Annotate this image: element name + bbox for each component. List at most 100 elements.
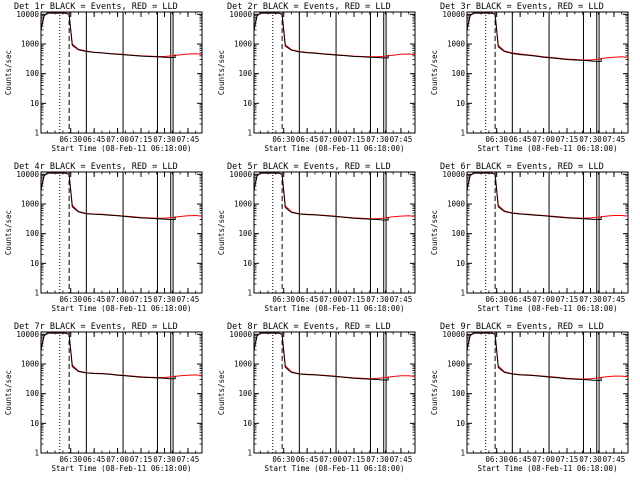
panel-det-5: Det 5r BLACK = Events, RED = LLD 1 10 100 10… <box>213 160 426 320</box>
x-tick-label: 07:30 <box>579 295 602 304</box>
lld-series-line <box>467 332 628 380</box>
y-tick-label: 10000 <box>442 170 465 179</box>
x-tick-label: 07:45 <box>603 135 626 144</box>
y-tick-label: 1 <box>460 449 465 458</box>
events-end-bracket <box>169 54 176 59</box>
count-rate-plot: Det 4r BLACK = Events, RED = LLD 1 10 100 10… <box>4 162 203 313</box>
lld-series-line <box>41 172 202 219</box>
lld-series-line <box>254 12 415 58</box>
count-rate-plot: Det 8r BLACK = Events, RED = LLD 1 10 100 10… <box>217 322 416 473</box>
y-tick-label: 1000 <box>21 200 40 209</box>
x-tick-label: 07:15 <box>130 295 153 304</box>
x-tick-label: 07:00 <box>319 295 342 304</box>
y-tick-label: 10 <box>243 259 253 268</box>
x-tick-label: 07:45 <box>390 455 413 464</box>
lld-series-line <box>254 172 415 220</box>
x-tick-label: 07:00 <box>532 455 555 464</box>
panel-det-3: Det 3r BLACK = Events, RED = LLD 1 10 100 10… <box>426 0 639 160</box>
y-tick-label: 10000 <box>16 10 39 19</box>
lld-series-line <box>41 12 202 57</box>
events-series-line <box>254 172 383 221</box>
x-tick-label: 07:30 <box>579 135 602 144</box>
plot-title: Det 8r BLACK = Events, RED = LLD <box>227 322 391 332</box>
x-tick-label: 06:30 <box>272 295 295 304</box>
count-rate-plot: Det 9r BLACK = Events, RED = LLD 1 10 100 10… <box>430 322 629 473</box>
axes-box <box>466 171 629 294</box>
x-tick-label: 07:30 <box>366 455 389 464</box>
x-tick-label: 06:45 <box>83 455 106 464</box>
count-rate-plot: Det 6r BLACK = Events, RED = LLD 1 10 100 10… <box>430 162 629 313</box>
events-series-line <box>254 12 383 59</box>
plot-title: Det 7r BLACK = Events, RED = LLD <box>14 322 178 332</box>
axes-box <box>253 331 416 454</box>
axes-box <box>466 11 629 134</box>
axes-box <box>253 11 416 134</box>
events-end-bracket <box>595 58 602 62</box>
y-tick-label: 1000 <box>447 40 466 49</box>
x-tick-label: 06:30 <box>272 135 295 144</box>
y-tick-label: 10 <box>30 419 40 428</box>
x-tick-label: 07:15 <box>556 455 579 464</box>
y-tick-label: 100 <box>451 389 465 398</box>
y-tick-label: 100 <box>25 69 39 78</box>
y-tick-label: 1 <box>460 129 465 138</box>
y-tick-label: 1000 <box>447 200 466 209</box>
x-tick-label: 07:45 <box>603 455 626 464</box>
y-tick-label: 100 <box>451 69 465 78</box>
plot-title: Det 4r BLACK = Events, RED = LLD <box>14 162 178 172</box>
x-axis-label: Start Time (08-Feb-11 06:18:00) <box>478 464 618 473</box>
events-end-bracket <box>382 216 389 221</box>
count-rate-plot: Det 7r BLACK = Events, RED = LLD 1 10 100 10… <box>4 322 203 473</box>
x-tick-label: 06:30 <box>59 455 82 464</box>
panel-det-1: Det 1r BLACK = Events, RED = LLD 1 10 100 10… <box>0 0 213 160</box>
y-tick-label: 10 <box>243 419 253 428</box>
panel-det-9: Det 9r BLACK = Events, RED = LLD 1 10 100 10… <box>426 320 639 480</box>
y-axis-label: Counts/sec <box>217 50 226 95</box>
events-series-line <box>254 332 383 381</box>
y-tick-label: 100 <box>238 229 252 238</box>
x-tick-label: 07:15 <box>130 455 153 464</box>
y-tick-label: 100 <box>451 229 465 238</box>
x-tick-label: 07:30 <box>153 455 176 464</box>
x-tick-label: 07:45 <box>177 455 200 464</box>
panel-det-6: Det 6r BLACK = Events, RED = LLD 1 10 100 10… <box>426 160 639 320</box>
x-tick-label: 07:15 <box>343 455 366 464</box>
x-axis-label: Start Time (08-Feb-11 06:18:00) <box>265 304 405 313</box>
y-axis-label: Counts/sec <box>4 370 13 415</box>
y-axis-label: Counts/sec <box>430 50 439 95</box>
x-tick-label: 07:00 <box>532 135 555 144</box>
y-tick-label: 10000 <box>16 330 39 339</box>
x-tick-label: 06:30 <box>485 455 508 464</box>
y-tick-label: 1 <box>247 449 252 458</box>
count-rate-plot: Det 2r BLACK = Events, RED = LLD 1 10 100 10… <box>217 2 416 153</box>
x-tick-label: 06:30 <box>59 135 82 144</box>
events-end-bracket <box>382 376 389 381</box>
x-tick-label: 07:45 <box>177 135 200 144</box>
x-tick-label: 07:45 <box>603 295 626 304</box>
x-tick-label: 07:00 <box>532 295 555 304</box>
count-rate-plot: Det 1r BLACK = Events, RED = LLD 1 10 100 10… <box>4 2 203 153</box>
lld-series-line <box>254 332 415 380</box>
x-tick-label: 06:30 <box>485 135 508 144</box>
y-axis-label: Counts/sec <box>217 370 226 415</box>
y-axis-label: Counts/sec <box>217 210 226 255</box>
y-tick-label: 1000 <box>234 360 253 369</box>
x-tick-label: 06:45 <box>509 455 532 464</box>
lld-series-line <box>467 12 628 61</box>
y-tick-label: 10000 <box>442 10 465 19</box>
count-rate-plot: Det 5r BLACK = Events, RED = LLD 1 10 100 10… <box>217 162 416 313</box>
y-tick-label: 1 <box>247 129 252 138</box>
plot-title: Det 1r BLACK = Events, RED = LLD <box>14 2 178 12</box>
axes-box <box>466 331 629 454</box>
y-tick-label: 10 <box>456 99 466 108</box>
x-tick-label: 07:45 <box>390 135 413 144</box>
axes-box <box>253 171 416 294</box>
y-axis-label: Counts/sec <box>4 210 13 255</box>
x-axis-label: Start Time (08-Feb-11 06:18:00) <box>52 464 192 473</box>
x-tick-label: 06:45 <box>509 295 532 304</box>
x-tick-label: 06:30 <box>485 295 508 304</box>
x-tick-label: 07:45 <box>177 295 200 304</box>
y-tick-label: 1000 <box>234 40 253 49</box>
y-tick-label: 100 <box>238 69 252 78</box>
